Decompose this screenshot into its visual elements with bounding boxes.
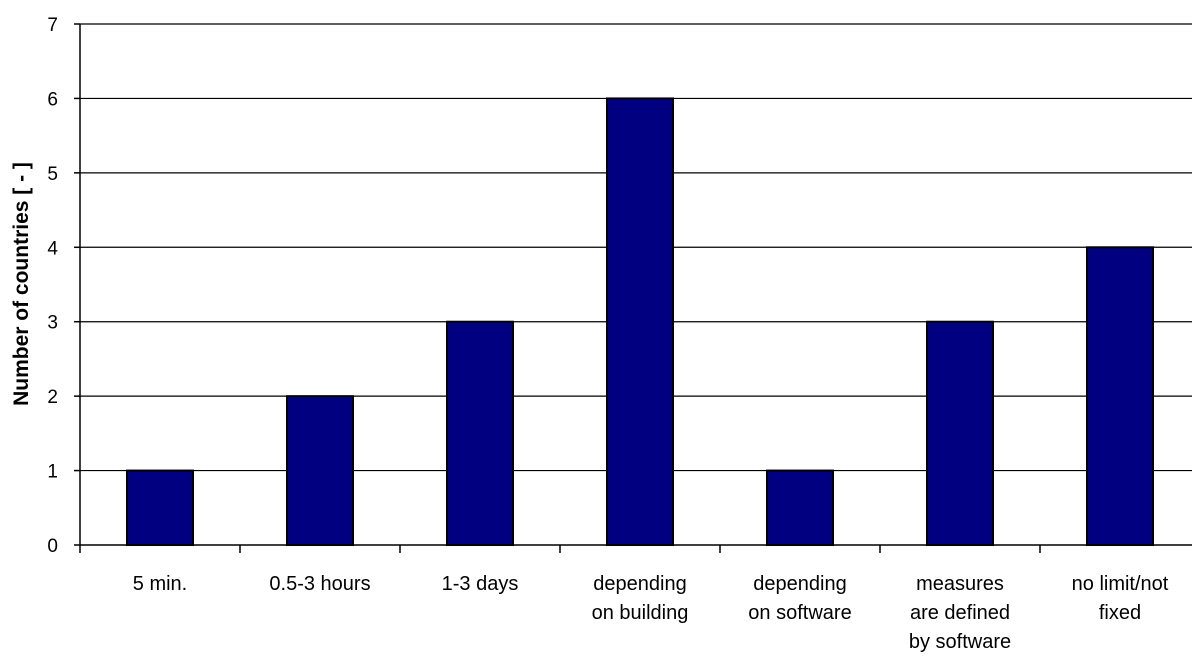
x-category-label-line: by software bbox=[909, 631, 1011, 653]
x-category-label-line: 0.5-3 hours bbox=[269, 573, 370, 595]
y-tick-label: 2 bbox=[47, 387, 58, 408]
x-category-label: 5 min. bbox=[133, 573, 187, 595]
y-tick-labels: 0 1 2 3 4 5 6 7 bbox=[47, 15, 58, 557]
y-axis-title: Number of countries [ - ] bbox=[10, 162, 33, 406]
y-tick-label: 0 bbox=[47, 536, 58, 557]
x-category-label: measures are defined by software bbox=[909, 573, 1011, 653]
bars bbox=[126, 97, 1154, 547]
x-category-label-line: 1-3 days bbox=[442, 573, 519, 595]
x-category-label-line: are defined bbox=[910, 602, 1010, 624]
y-tick-label: 1 bbox=[47, 462, 58, 483]
bar bbox=[1086, 246, 1154, 547]
x-category-label-line: 5 min. bbox=[133, 573, 187, 595]
x-category-label: no limit/not fixed bbox=[1072, 573, 1169, 624]
bar bbox=[606, 97, 674, 547]
x-category-label-line: on software bbox=[748, 602, 851, 624]
axes bbox=[74, 23, 1192, 553]
bar bbox=[926, 320, 994, 547]
x-category-label-line: fixed bbox=[1099, 602, 1141, 624]
x-category-label: 0.5-3 hours bbox=[269, 573, 370, 595]
bar bbox=[126, 469, 194, 547]
x-category-label: depending on building bbox=[592, 573, 689, 624]
y-tick-label: 7 bbox=[47, 15, 58, 36]
x-category-label-line: on building bbox=[592, 602, 689, 624]
x-category-label: 1-3 days bbox=[442, 573, 519, 595]
bar bbox=[286, 395, 354, 546]
x-category-label-line: depending bbox=[753, 573, 846, 595]
y-tick-label: 6 bbox=[47, 89, 58, 110]
bar bbox=[766, 469, 834, 547]
x-category-label-line: depending bbox=[593, 573, 686, 595]
x-category-label-line: measures bbox=[916, 573, 1004, 595]
y-tick-label: 5 bbox=[47, 164, 58, 185]
y-tick-label: 4 bbox=[47, 238, 58, 259]
x-category-labels: 5 min. 0.5-3 hours 1-3 days depending on bui… bbox=[133, 573, 1169, 653]
y-tick-label: 3 bbox=[47, 313, 58, 334]
x-category-label-line: no limit/not bbox=[1072, 573, 1169, 595]
bar bbox=[446, 320, 514, 547]
x-category-label: depending on software bbox=[748, 573, 851, 624]
